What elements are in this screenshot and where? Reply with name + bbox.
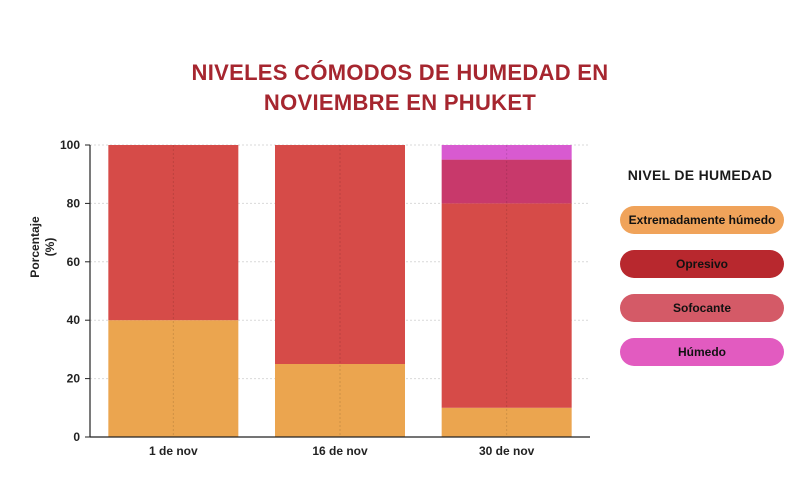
legend-item: Opresivo (620, 250, 784, 278)
y-tick-label: 20 (67, 372, 81, 386)
legend-item: Sofocante (620, 294, 784, 322)
legend-item: Extremadamente húmedo (620, 206, 784, 234)
bar-segment (275, 145, 405, 364)
y-tick-label: 40 (67, 313, 81, 327)
y-tick-label: 100 (60, 138, 80, 152)
x-tick-label: 16 de nov (312, 444, 368, 458)
bar-segment (108, 145, 239, 321)
bar-segment (275, 364, 405, 437)
y-tick-label: 80 (67, 196, 81, 210)
bar-segment (441, 203, 572, 408)
bar-segment (441, 407, 572, 437)
y-tick-label: 60 (67, 255, 81, 269)
chart-title: NIVELES CÓMODOS DE HUMEDAD EN NOVIEMBRE … (191, 60, 609, 115)
y-tick-label: 0 (73, 430, 80, 444)
x-tick-label: 1 de nov (149, 444, 198, 458)
bar-segment (108, 320, 239, 437)
x-tick-label: 30 de nov (479, 444, 535, 458)
bar-segment (441, 159, 572, 204)
legend-item: Húmedo (620, 338, 784, 366)
legend-title: NIVEL DE HUMEDAD (627, 167, 773, 183)
bar-segment (441, 145, 572, 160)
